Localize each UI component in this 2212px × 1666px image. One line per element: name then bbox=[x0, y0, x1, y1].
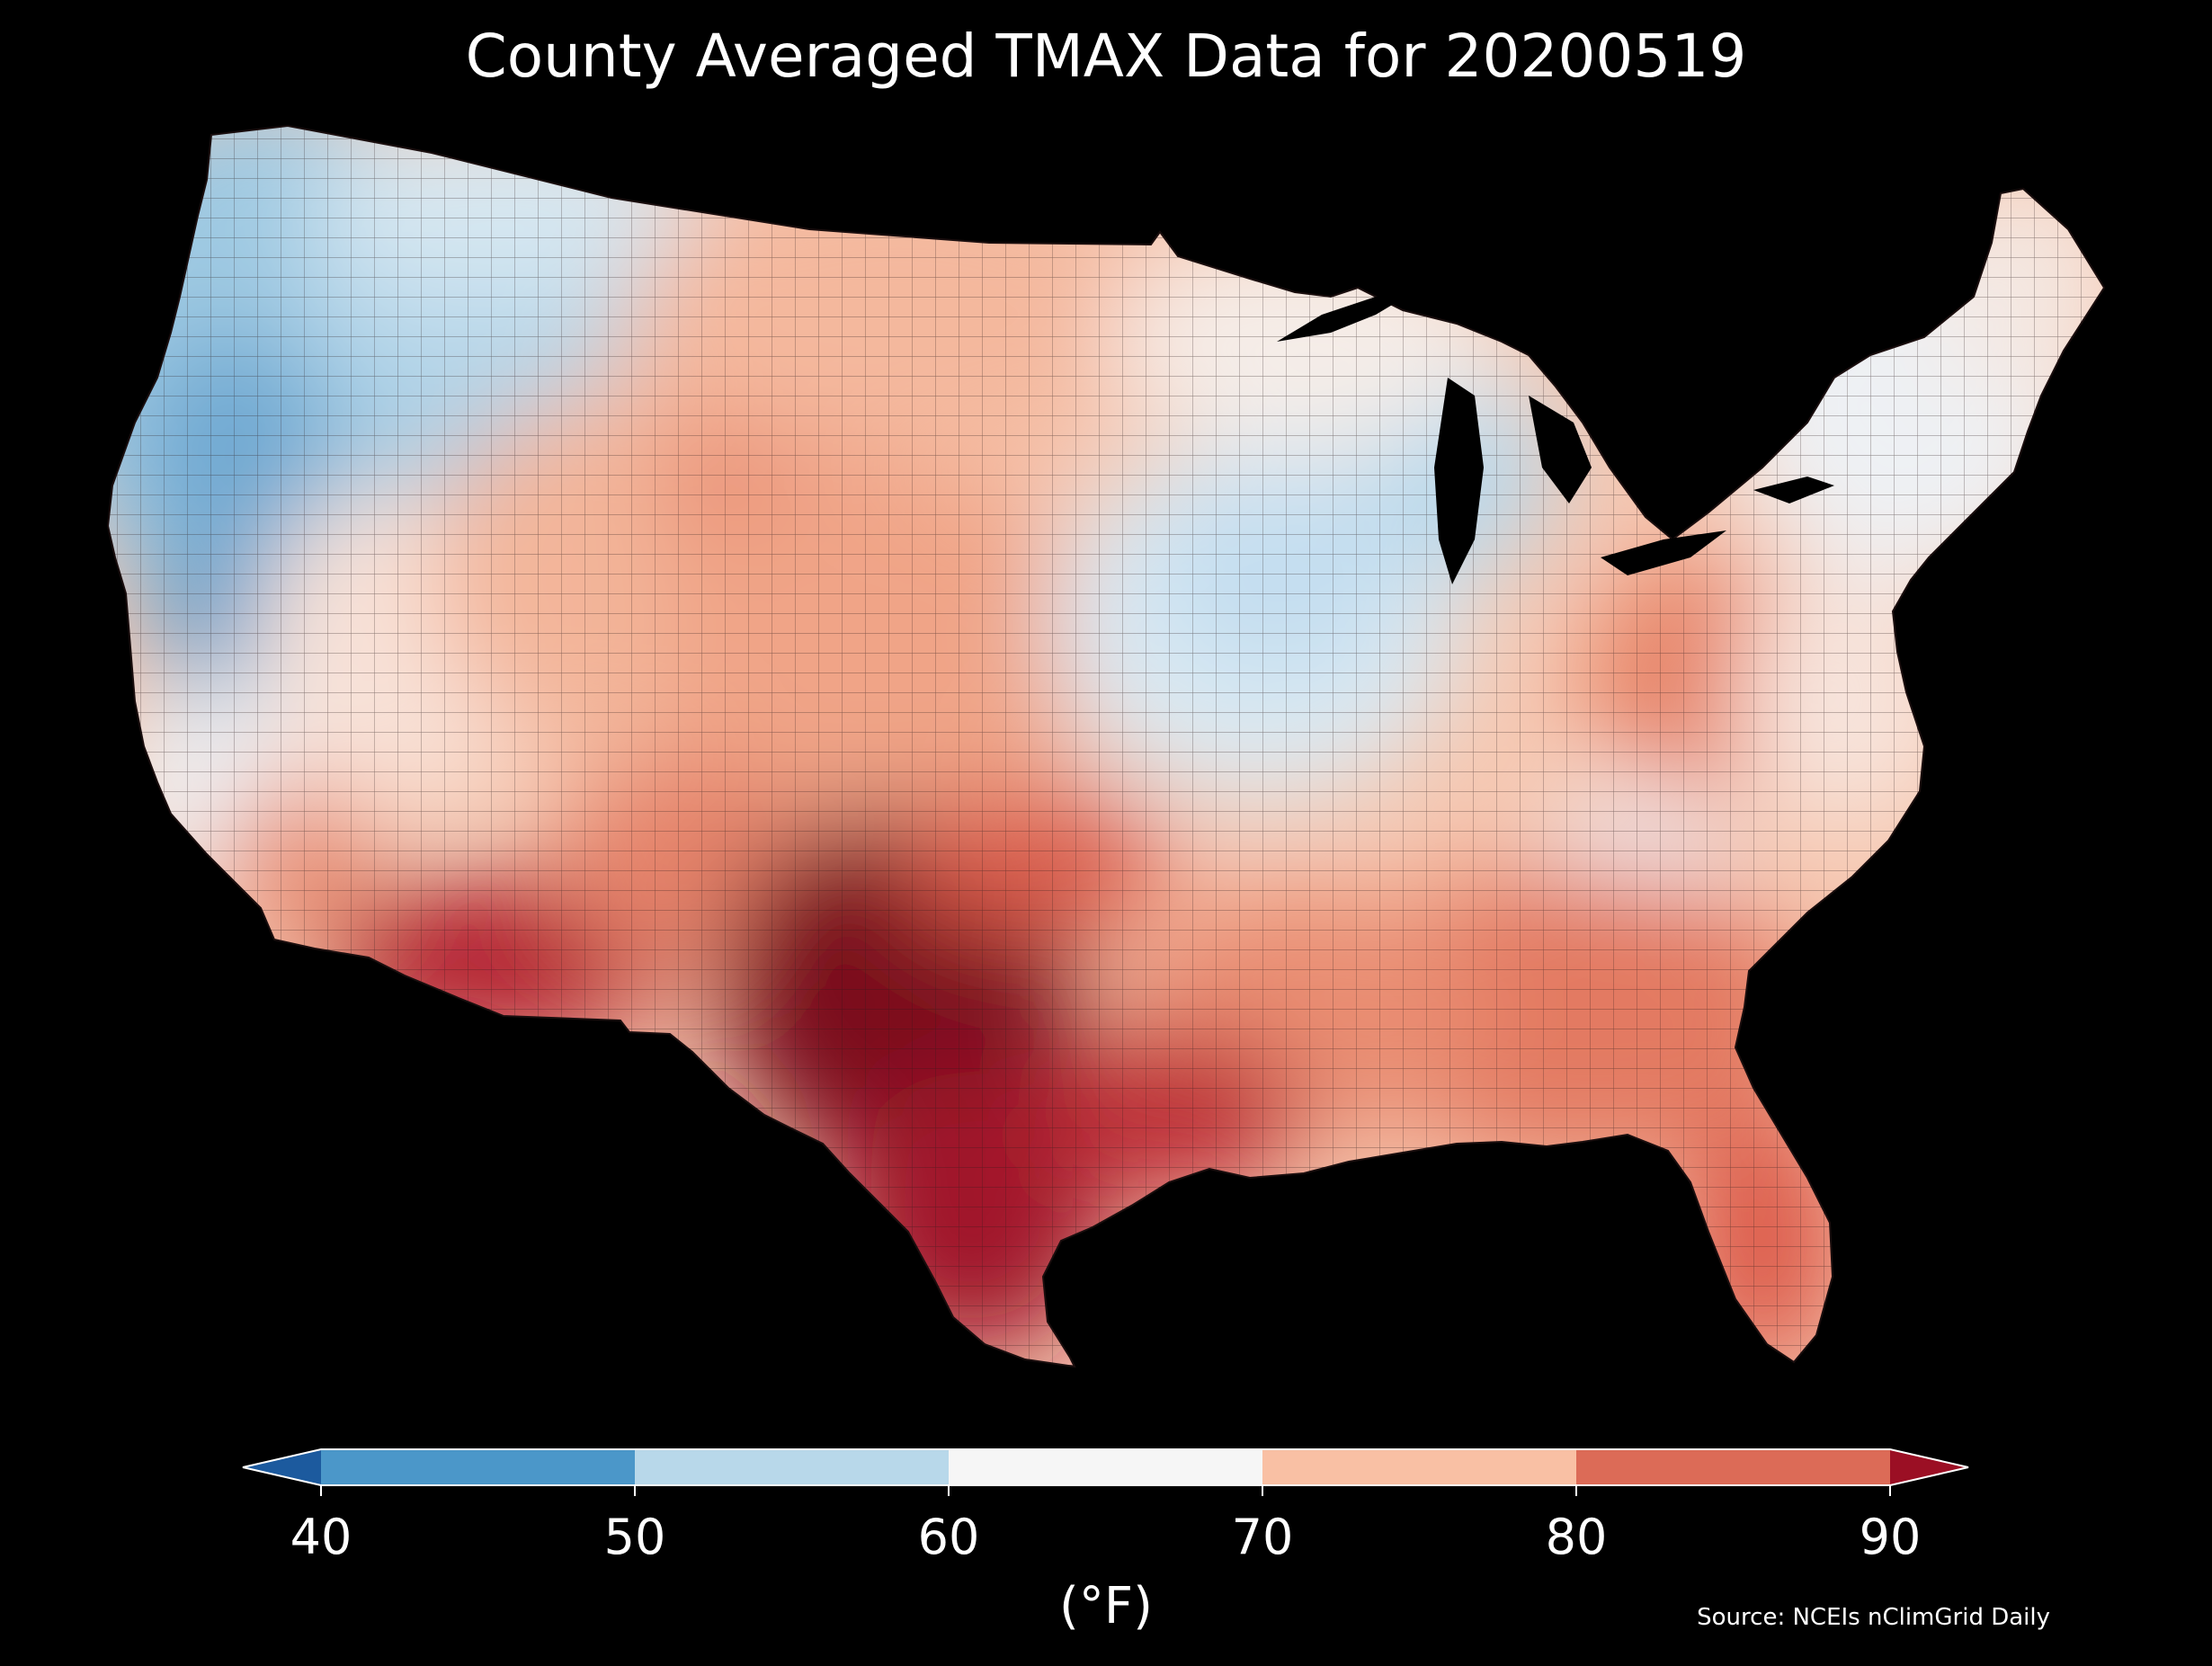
colorbar-bin-0 bbox=[321, 1449, 635, 1485]
colorbar-bin-3 bbox=[1262, 1449, 1576, 1485]
colorbar-under-arrow bbox=[243, 1449, 321, 1485]
lake-huron bbox=[1529, 396, 1592, 503]
colorbar-bin-1 bbox=[635, 1449, 949, 1485]
source-credit: Source: NCEIs nClimGrid Daily bbox=[1697, 1604, 2050, 1631]
colorbar-tick-label-5: 90 bbox=[1859, 1509, 1922, 1565]
colorbar-tick-label-0: 40 bbox=[290, 1509, 352, 1565]
lake-erie bbox=[1601, 530, 1726, 575]
great-lakes bbox=[1277, 288, 1834, 584]
colorbar-bin-4 bbox=[1576, 1449, 1890, 1485]
colorbar-unit-label: (°F) bbox=[1059, 1577, 1153, 1635]
lake-ontario bbox=[1753, 477, 1834, 503]
colorbar-tick-label-2: 60 bbox=[917, 1509, 980, 1565]
colorbar-tick-label-1: 50 bbox=[603, 1509, 666, 1565]
colorbar-group bbox=[242, 1448, 1969, 1496]
map-title: County Averaged TMAX Data for 20200519 bbox=[465, 22, 1747, 91]
colorbar-bin-2 bbox=[949, 1449, 1262, 1485]
colorbar-tick-label-3: 70 bbox=[1231, 1509, 1294, 1565]
colorbar-tick-label-4: 80 bbox=[1545, 1509, 1608, 1565]
lake-michigan bbox=[1434, 378, 1484, 584]
colorbar-over-arrow bbox=[1890, 1449, 1968, 1485]
us-outline bbox=[106, 124, 2106, 1368]
lake-superior bbox=[1277, 288, 1421, 342]
